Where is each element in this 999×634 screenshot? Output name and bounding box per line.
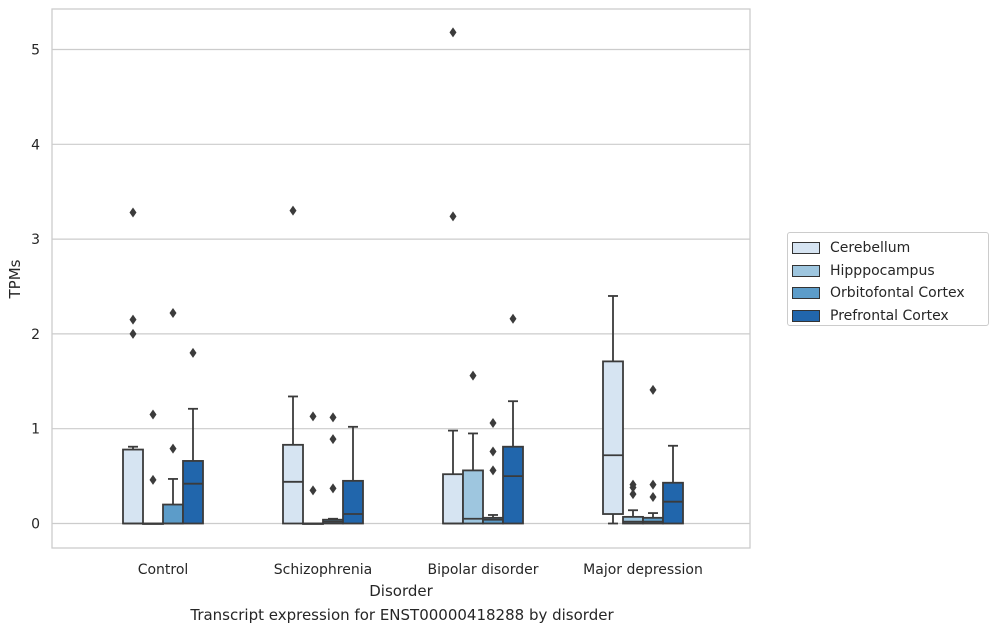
outlier-point bbox=[329, 412, 337, 423]
x-tick-label: Control bbox=[138, 562, 189, 578]
box-body bbox=[462, 469, 484, 525]
legend-swatch bbox=[792, 287, 820, 300]
legend-label: Orbitofontal Cortex bbox=[830, 285, 965, 302]
boxes bbox=[122, 27, 684, 525]
box-hipppocampus bbox=[622, 479, 644, 525]
x-tick-label: Bipolar disorder bbox=[427, 562, 538, 578]
outlier-point bbox=[329, 434, 337, 445]
legend-swatch bbox=[792, 264, 820, 277]
x-tick-labels: Control Schizophrenia Bipolar disorder Majo… bbox=[138, 562, 703, 578]
legend-swatch bbox=[792, 309, 820, 322]
legend-swatch bbox=[792, 242, 820, 255]
outlier-point bbox=[649, 491, 657, 502]
box-hipppocampus bbox=[142, 409, 164, 525]
outlier-point bbox=[629, 489, 637, 500]
y-tick-label: 1 bbox=[31, 422, 40, 438]
box-cerebellum bbox=[122, 207, 144, 525]
box-body bbox=[122, 448, 144, 525]
outlier-point bbox=[329, 483, 337, 494]
legend-label: Prefrontal Cortex bbox=[830, 307, 949, 324]
outlier-point bbox=[469, 370, 477, 381]
outlier-point bbox=[309, 411, 317, 422]
y-tick-label: 0 bbox=[31, 517, 40, 533]
outlier-point bbox=[449, 27, 457, 38]
outlier-point bbox=[189, 347, 197, 358]
y-tick-labels: 0 1 2 3 4 5 bbox=[31, 43, 40, 533]
box-prefrontal-cortex bbox=[662, 444, 684, 525]
box-body bbox=[182, 460, 204, 525]
outlier-point bbox=[169, 308, 177, 319]
outlier-point bbox=[649, 479, 657, 490]
legend-item: Hipppocampus bbox=[792, 260, 988, 283]
legend-item: Orbitofontal Cortex bbox=[792, 282, 988, 305]
box-body bbox=[502, 445, 524, 525]
legend-label: Cerebellum bbox=[830, 240, 911, 257]
box-prefrontal-cortex bbox=[502, 313, 524, 525]
outlier-point bbox=[129, 207, 137, 218]
x-axis-label: Disorder bbox=[369, 582, 433, 600]
outlier-point bbox=[629, 482, 637, 493]
box-prefrontal-cortex bbox=[342, 425, 364, 525]
y-tick-label: 2 bbox=[31, 327, 40, 343]
legend: Cerebellum Hipppocampus Orbitofontal Corte… bbox=[787, 232, 989, 326]
plot-frame bbox=[51, 8, 751, 549]
box-body bbox=[642, 516, 664, 525]
box-hipppocampus bbox=[462, 370, 484, 525]
legend-item: Prefrontal Cortex bbox=[792, 305, 988, 328]
outlier-point bbox=[169, 443, 177, 454]
y-tick-label: 4 bbox=[31, 137, 40, 153]
box-orbitofontal-cortex bbox=[162, 308, 184, 525]
box-cerebellum bbox=[442, 27, 464, 525]
legend-label: Hipppocampus bbox=[830, 262, 935, 279]
outlier-point bbox=[489, 465, 497, 476]
outlier-point bbox=[289, 205, 297, 216]
outlier-point bbox=[489, 418, 497, 429]
outlier-point bbox=[129, 328, 137, 339]
y-tick-label: 3 bbox=[31, 232, 40, 248]
outlier-point bbox=[649, 384, 657, 395]
outlier-point bbox=[129, 314, 137, 325]
outlier-point bbox=[509, 313, 517, 324]
legend-item: Cerebellum bbox=[792, 237, 988, 260]
y-axis-label: TPMs bbox=[6, 259, 24, 299]
box-hipppocampus bbox=[302, 411, 324, 525]
box-prefrontal-cortex bbox=[182, 347, 204, 525]
outlier-point bbox=[309, 485, 317, 496]
outlier-point bbox=[149, 409, 157, 420]
y-tick-label: 5 bbox=[31, 43, 40, 59]
box-cerebellum bbox=[602, 295, 624, 525]
box-body bbox=[622, 515, 644, 525]
x-tick-label: Major depression bbox=[583, 562, 703, 578]
box-orbitofontal-cortex bbox=[482, 418, 504, 525]
box-body bbox=[602, 360, 624, 515]
figure-caption: Transcript expression for ENST0000041828… bbox=[190, 606, 614, 624]
box-body bbox=[162, 503, 184, 525]
x-tick-label: Schizophrenia bbox=[274, 562, 372, 578]
outlier-point bbox=[449, 211, 457, 222]
box-body bbox=[282, 443, 304, 525]
grid-lines bbox=[52, 48, 750, 525]
box-body bbox=[482, 516, 504, 525]
box-body bbox=[342, 479, 364, 525]
outlier-point bbox=[489, 446, 497, 457]
box-body bbox=[662, 481, 684, 525]
outlier-point bbox=[149, 474, 157, 485]
box-body bbox=[442, 473, 464, 525]
box-cerebellum bbox=[282, 205, 304, 525]
box-orbitofontal-cortex bbox=[642, 384, 664, 525]
